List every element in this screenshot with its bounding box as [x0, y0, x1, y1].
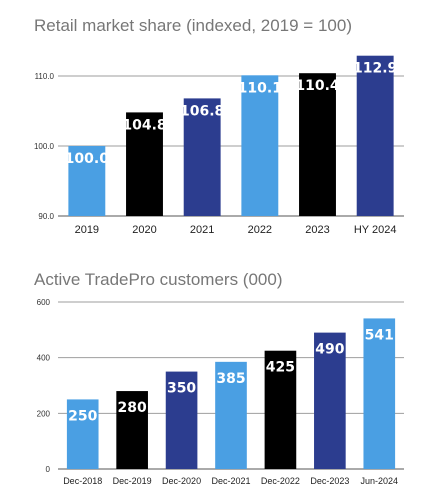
data-label: 106.8 [180, 103, 224, 119]
data-label: 280 [118, 400, 147, 416]
x-tick-label: HY 2024 [354, 224, 397, 236]
x-tick-label: 2022 [248, 224, 272, 236]
x-tick-label: Dec-2020 [162, 476, 201, 486]
y-tick-label: 400 [37, 354, 51, 363]
bar [314, 332, 346, 469]
bar [241, 75, 279, 216]
bar [66, 399, 99, 469]
data-label: 110.1 [238, 80, 282, 96]
chart-title: Active TradePro customers (000) [34, 270, 282, 289]
bar [68, 146, 106, 216]
bar [356, 55, 394, 217]
y-tick-label: 90.0 [38, 212, 54, 221]
market-share-chart: Retail market share (indexed, 2019 = 100… [34, 16, 404, 236]
data-label: 112.9 [353, 61, 397, 77]
bar [183, 98, 221, 216]
y-tick-label: 0 [46, 465, 51, 474]
x-tick-label: Jun-2024 [361, 476, 399, 486]
data-label: 110.4 [295, 78, 340, 94]
x-tick-label: Dec-2021 [211, 476, 250, 486]
y-tick-label: 110.0 [35, 72, 55, 81]
x-tick-label: 2021 [190, 224, 214, 236]
y-tick-label: 100.0 [34, 142, 55, 151]
y-tick-label: 200 [37, 409, 51, 418]
data-label: 490 [315, 342, 344, 358]
bar [215, 361, 247, 469]
bar [363, 318, 396, 469]
x-tick-label: 2023 [305, 224, 329, 236]
data-label: 104.8 [122, 117, 166, 133]
data-label: 350 [167, 381, 196, 397]
data-label: 385 [216, 371, 245, 387]
bar [116, 391, 148, 469]
customers-chart: Active TradePro customers (000) 0 200 400 6… [34, 270, 404, 486]
data-label: 100.0 [65, 151, 110, 167]
bar [299, 73, 336, 216]
data-label: 425 [266, 360, 295, 376]
x-tick-label: Dec-2019 [113, 476, 152, 486]
x-tick-label: Dec-2022 [261, 476, 300, 486]
y-tick-label: 600 [37, 298, 51, 307]
x-tick-label: Dec-2018 [63, 476, 102, 486]
x-tick-label: 2019 [75, 224, 99, 236]
data-label: 541 [365, 327, 394, 343]
bar [165, 371, 198, 469]
chart-title: Retail market share (indexed, 2019 = 100… [34, 16, 352, 35]
x-tick-label: Dec-2023 [310, 476, 349, 486]
x-tick-label: 2020 [132, 224, 156, 236]
bar [264, 350, 297, 469]
data-label: 250 [68, 408, 97, 424]
bar [126, 112, 163, 216]
